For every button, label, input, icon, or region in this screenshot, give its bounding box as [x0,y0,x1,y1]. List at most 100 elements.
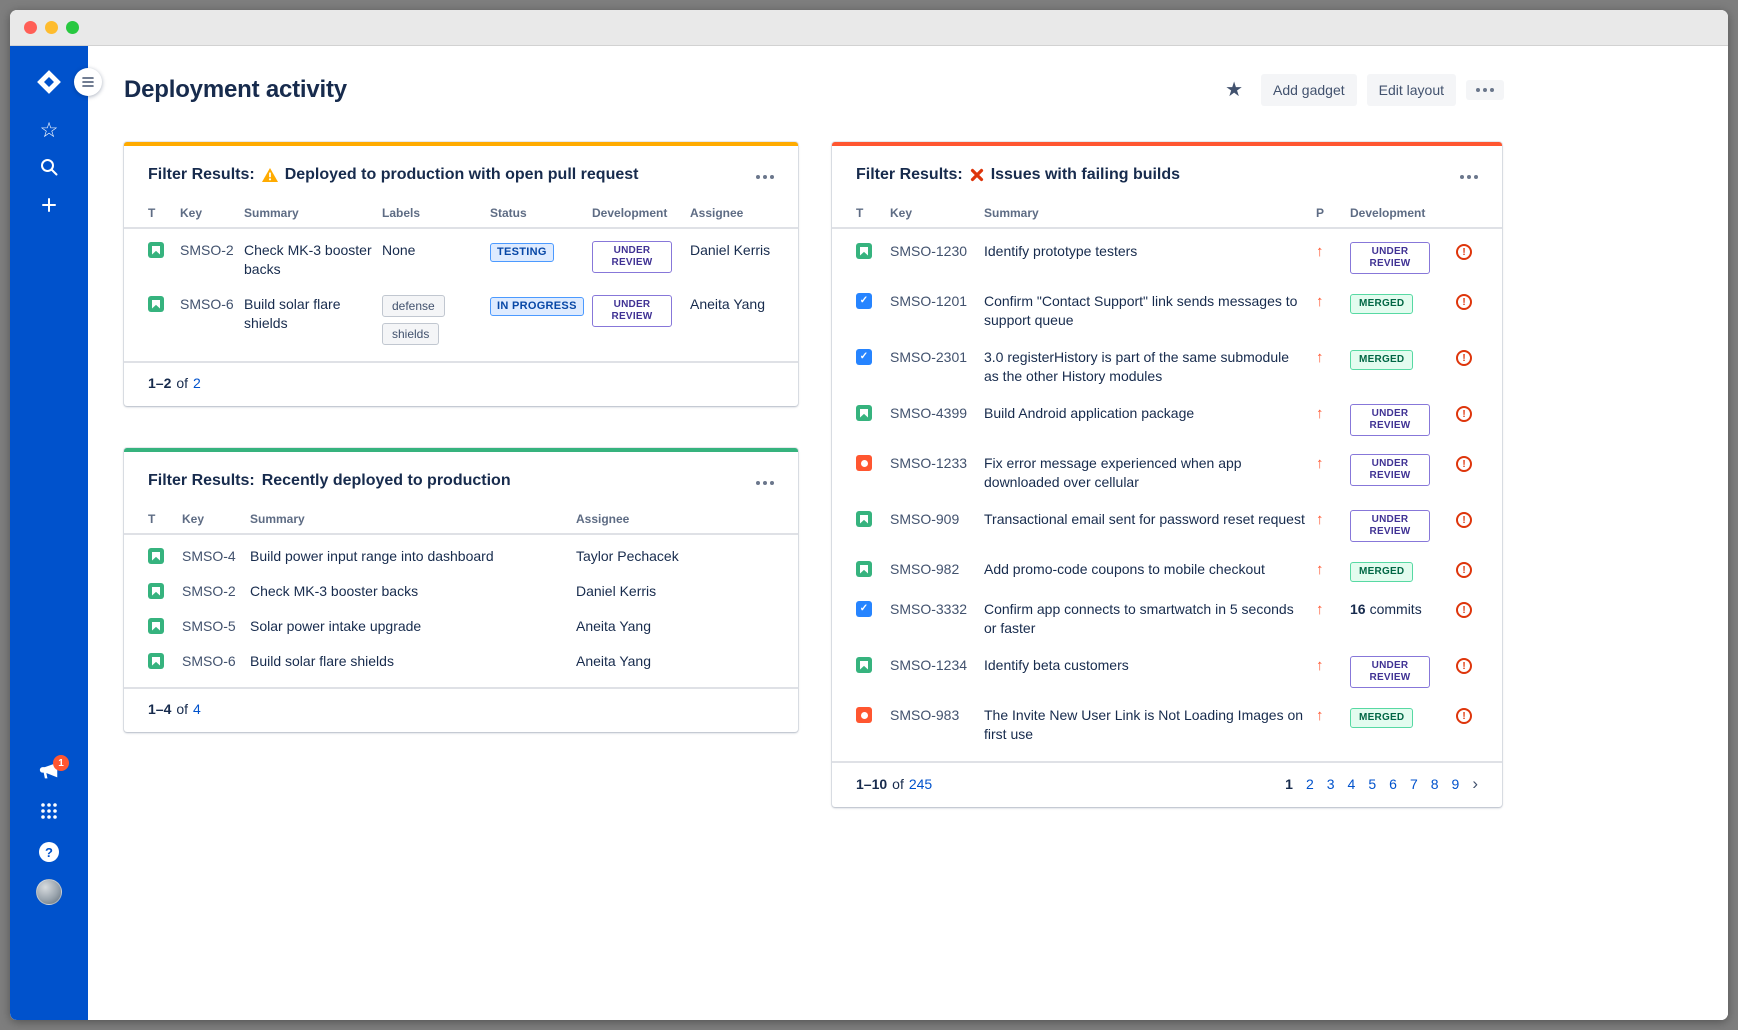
page-current[interactable]: 1 [1285,775,1293,792]
issue-summary-link[interactable]: Identify prototype testers [984,243,1138,259]
issue-summary-link[interactable]: Transactional email sent for password re… [984,511,1305,527]
issue-summary-link[interactable]: Build solar flare shields [244,296,341,331]
profile-button[interactable] [32,876,66,908]
column-header-status[interactable]: Status [490,206,527,220]
column-header-type[interactable]: T [148,512,156,526]
dashboard-more-button[interactable] [1466,80,1504,100]
total-count-link[interactable]: 4 [193,701,201,717]
total-count-link[interactable]: 245 [908,775,933,792]
column-header-type[interactable]: T [148,206,156,220]
column-header-type[interactable]: T [856,206,864,220]
page-link[interactable]: 2 [1305,775,1314,792]
dev-status-lozenge[interactable]: UNDER REVIEW [592,295,672,327]
jira-logo-icon[interactable] [35,68,63,96]
issue-summary-link[interactable]: Fix error message experienced when app d… [984,455,1242,490]
issue-key-link[interactable]: SMSO-983 [890,707,960,723]
dev-status-lozenge[interactable]: MERGED [1350,562,1414,582]
build-failed-icon[interactable] [1456,512,1472,528]
edit-layout-button[interactable]: Edit layout [1366,74,1456,106]
add-gadget-button[interactable]: Add gadget [1261,74,1357,106]
issue-summary-link[interactable]: 3.0 registerHistory is part of the same … [984,349,1290,384]
column-header-labels[interactable]: Labels [382,206,421,220]
label-tag[interactable]: defense [382,295,445,317]
issue-summary-link[interactable]: Check MK-3 booster backs [250,583,419,599]
column-header-summary[interactable]: Summary [984,206,1039,220]
issue-summary-link[interactable]: The Invite New User Link is Not Loading … [984,707,1304,742]
build-failed-icon[interactable] [1456,658,1472,674]
favorite-dashboard-button[interactable]: ★ [1225,79,1243,101]
gadget-menu-button[interactable] [1460,163,1478,186]
page-link[interactable]: 3 [1326,775,1335,792]
column-header-assignee[interactable]: Assignee [576,512,630,526]
dev-status-lozenge[interactable]: MERGED [1350,708,1414,728]
close-window-button[interactable] [24,21,37,34]
build-failed-icon[interactable] [1456,294,1472,310]
dev-status-lozenge[interactable]: UNDER REVIEW [592,241,672,273]
build-failed-icon[interactable] [1456,456,1472,472]
dev-status-lozenge[interactable]: UNDER REVIEW [1350,656,1430,688]
issue-key-link[interactable]: SMSO-982 [890,561,960,577]
build-failed-icon[interactable] [1456,562,1472,578]
column-header-priority[interactable]: P [1316,206,1325,220]
column-header-summary[interactable]: Summary [250,512,305,526]
issue-summary-link[interactable]: Identify beta customers [984,657,1129,673]
build-failed-icon[interactable] [1456,406,1472,422]
issue-key-link[interactable]: SMSO-2301 [890,349,968,365]
total-count-link[interactable]: 2 [193,375,201,391]
create-nav-button[interactable] [32,190,66,222]
column-header-development[interactable]: Development [1350,206,1426,220]
dev-status-lozenge[interactable]: MERGED [1350,350,1414,370]
issue-summary-link[interactable]: Build solar flare shields [250,653,394,669]
issue-summary-link[interactable]: Solar power intake upgrade [250,618,422,634]
build-failed-icon[interactable] [1456,708,1472,724]
issue-summary-link[interactable]: Check MK-3 booster backs [244,242,372,277]
column-header-key[interactable]: Key [890,206,913,220]
next-page-link[interactable]: › [1472,774,1478,793]
issue-summary-link[interactable]: Build Android application package [984,405,1195,421]
column-header-development[interactable]: Development [592,206,668,220]
commit-count[interactable]: 16 commits [1350,601,1422,617]
page-link[interactable]: 4 [1347,775,1356,792]
issue-summary-link[interactable]: Add promo-code coupons to mobile checkou… [984,561,1265,577]
sidebar-collapse-button[interactable] [74,68,102,96]
dev-status-lozenge[interactable]: UNDER REVIEW [1350,454,1430,486]
search-nav-button[interactable] [32,152,66,184]
page-link[interactable]: 9 [1451,775,1460,792]
page-link[interactable]: 6 [1389,775,1397,792]
notifications-button[interactable]: 1 [32,755,69,788]
starred-nav-button[interactable]: ☆ [32,114,66,146]
issue-key-link[interactable]: SMSO-1234 [890,657,968,673]
issue-key-link[interactable]: SMSO-2 [182,583,236,599]
gadget-menu-button[interactable] [756,163,774,186]
column-header-assignee[interactable]: Assignee [690,206,744,220]
build-failed-icon[interactable] [1456,244,1472,260]
issue-key-link[interactable]: SMSO-6 [182,653,236,669]
page-link[interactable]: 8 [1430,775,1439,792]
issue-key-link[interactable]: SMSO-4399 [890,405,968,421]
column-header-key[interactable]: Key [182,512,205,526]
build-failed-icon[interactable] [1456,602,1472,618]
app-switcher-button[interactable] [32,796,66,828]
help-button[interactable]: ? [32,836,66,868]
maximize-window-button[interactable] [66,21,79,34]
page-link[interactable]: 5 [1368,775,1377,792]
column-header-key[interactable]: Key [180,206,203,220]
issue-summary-link[interactable]: Confirm app connects to smartwatch in 5 … [984,601,1294,636]
issue-key-link[interactable]: SMSO-1201 [890,293,968,309]
gadget-menu-button[interactable] [756,469,774,492]
column-header-summary[interactable]: Summary [244,206,299,220]
issue-key-link[interactable]: SMSO-2 [180,242,234,258]
issue-summary-link[interactable]: Build power input range into dashboard [250,548,494,564]
page-link[interactable]: 7 [1409,775,1418,792]
build-failed-icon[interactable] [1456,350,1472,366]
minimize-window-button[interactable] [45,21,58,34]
dev-status-lozenge[interactable]: MERGED [1350,294,1414,314]
issue-key-link[interactable]: SMSO-1230 [890,243,968,259]
dev-status-lozenge[interactable]: UNDER REVIEW [1350,404,1430,436]
issue-key-link[interactable]: SMSO-3332 [890,601,968,617]
dev-status-lozenge[interactable]: UNDER REVIEW [1350,242,1430,274]
label-tag[interactable]: shields [382,323,440,345]
issue-key-link[interactable]: SMSO-5 [182,618,236,634]
dev-status-lozenge[interactable]: UNDER REVIEW [1350,510,1430,542]
issue-key-link[interactable]: SMSO-909 [890,511,960,527]
